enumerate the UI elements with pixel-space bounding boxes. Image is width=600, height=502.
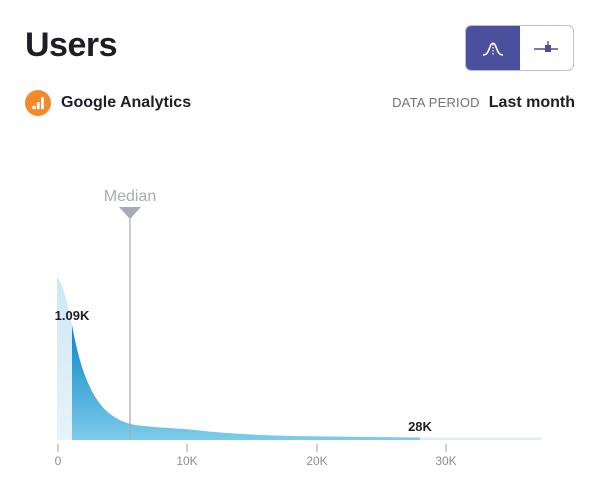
range-high-label: 28K (408, 419, 432, 434)
distribution-view-button[interactable] (466, 26, 520, 70)
area-in-range[interactable] (72, 325, 420, 440)
distribution-curve-icon (482, 42, 503, 56)
data-period-label: DATA PERIOD (392, 95, 480, 110)
x-tick-label: 20K (306, 454, 327, 468)
page-title: Users (25, 26, 118, 64)
median-marker-icon (119, 207, 141, 219)
data-period-value[interactable]: Last month (488, 94, 575, 111)
area-below-range (57, 277, 72, 440)
x-tick-label: 0 (55, 454, 62, 468)
data-period: DATA PERIOD Last month (392, 94, 575, 112)
median-label: Median (104, 188, 156, 205)
source-label: Google Analytics (61, 94, 192, 111)
view-toggle (465, 25, 574, 71)
box-plot-icon (534, 41, 559, 52)
area-above-range (420, 437, 541, 440)
x-tick-label: 30K (435, 454, 456, 468)
box-plot-view-button[interactable] (520, 26, 574, 70)
x-axis: 0 10K 20K 30K (55, 444, 457, 468)
data-source: Google Analytics (25, 90, 191, 116)
x-tick-label: 10K (176, 454, 197, 468)
google-analytics-icon (25, 90, 51, 116)
range-low-label: 1.09K (55, 308, 90, 323)
